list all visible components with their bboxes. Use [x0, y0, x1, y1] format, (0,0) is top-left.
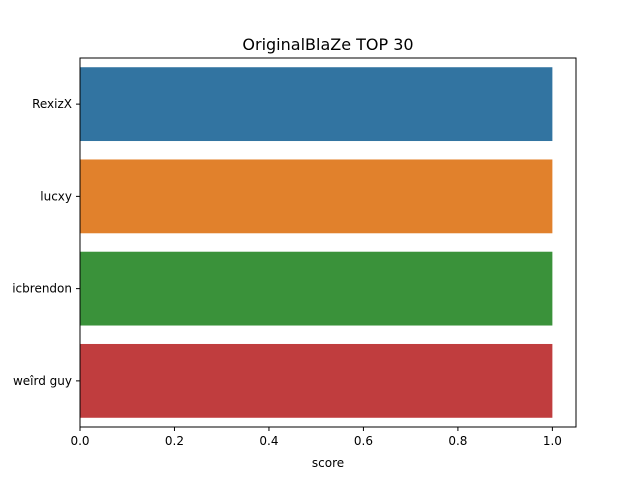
bar-2: [80, 251, 553, 326]
plot-frame: [79, 57, 577, 428]
x-axis: 0.0 0.2 0.4 0.6 0.8 1.0: [70, 427, 562, 448]
x-tick-label: 0.0: [70, 434, 89, 448]
bar-3: [80, 343, 553, 418]
x-tick-label: 0.4: [259, 434, 278, 448]
x-tick-label: 0.8: [448, 434, 467, 448]
x-axis-label: score: [312, 456, 344, 470]
x-tick-label: 0.2: [165, 434, 184, 448]
chart-title: OriginalBlaZe TOP 30: [242, 35, 413, 54]
y-axis: RexizX lucxy icbrendon weîrd guy: [12, 97, 80, 388]
x-tick-label: 0.6: [354, 434, 373, 448]
bar-0: [80, 67, 553, 142]
bars-layer: [80, 67, 553, 418]
y-tick-label: RexizX: [32, 97, 72, 111]
y-tick-label: icbrendon: [12, 282, 72, 296]
y-tick-label: weîrd guy: [13, 374, 72, 388]
x-tick-label: 1.0: [543, 434, 562, 448]
y-tick-label: lucxy: [40, 189, 72, 203]
bar-1: [80, 159, 553, 234]
